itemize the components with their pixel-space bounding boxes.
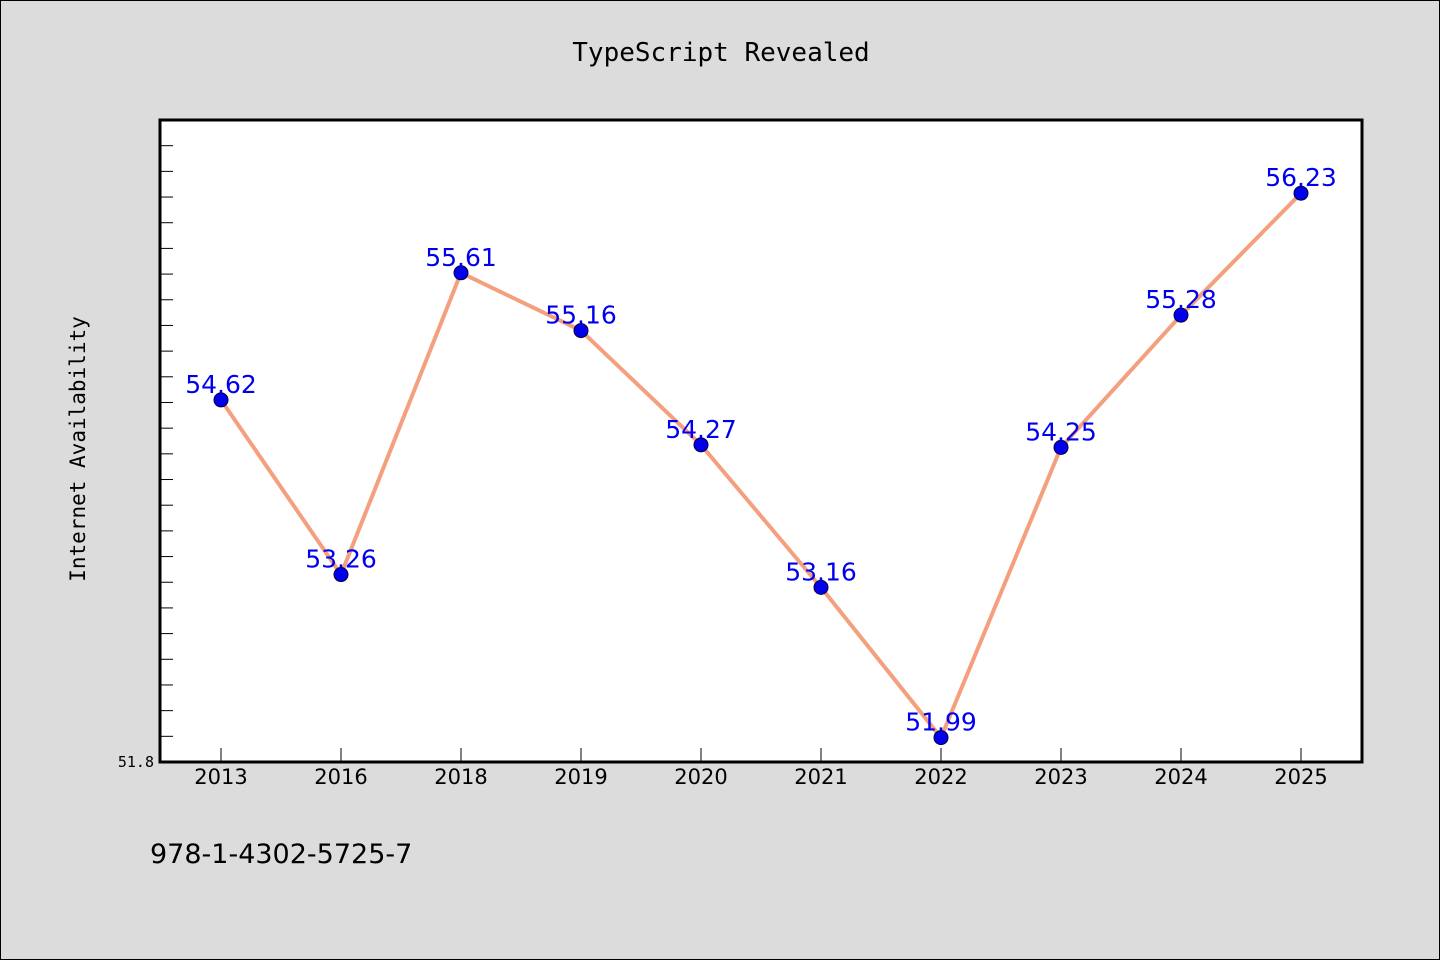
y-axis-ticks xyxy=(160,119,173,763)
y-axis-min-label: 51.8 xyxy=(118,753,154,771)
chart-title: TypeScript Revealed xyxy=(572,38,869,68)
y-axis-label: Internet Availability xyxy=(66,316,90,582)
series-line xyxy=(219,191,1303,740)
series-layer xyxy=(213,185,1309,746)
x-tick-label: 2013 xyxy=(194,765,247,789)
x-tick-label: 2016 xyxy=(314,765,367,789)
x-axis-ticks: 2013 2016 2018 2019 2020 2021 2022 2023 2024 2025 xyxy=(194,748,1328,789)
x-tick-label: 2025 xyxy=(1274,765,1327,789)
isbn-text: 978-1-4302-5725-7 xyxy=(150,839,412,870)
data-label: 54.25 xyxy=(1025,417,1097,446)
x-tick-label: 2024 xyxy=(1154,765,1207,789)
data-label: 55.16 xyxy=(545,301,617,330)
data-point xyxy=(1293,185,1309,201)
x-tick-label: 2021 xyxy=(794,765,847,789)
x-tick-label: 2022 xyxy=(914,765,967,789)
x-tick-label: 2018 xyxy=(434,765,487,789)
data-label: 56.23 xyxy=(1265,163,1337,192)
data-label: 55.28 xyxy=(1145,285,1217,314)
data-point xyxy=(693,437,709,453)
data-label: 51.99 xyxy=(905,708,977,737)
data-point xyxy=(333,567,349,583)
data-label: 53.16 xyxy=(785,557,857,586)
data-point xyxy=(573,323,589,339)
x-tick-label: 2020 xyxy=(674,765,727,789)
data-labels-layer: 54.62 53.26 55.61 55.16 54.27 53.16 51.99 54.25… xyxy=(185,163,1337,736)
x-tick-label: 2023 xyxy=(1034,765,1087,789)
data-point xyxy=(1173,307,1189,323)
data-label: 54.27 xyxy=(665,415,737,444)
data-point xyxy=(453,265,469,281)
data-point xyxy=(1053,439,1069,455)
data-label: 53.26 xyxy=(305,545,377,574)
plot-area xyxy=(158,118,1364,764)
x-tick-label: 2019 xyxy=(554,765,607,789)
data-point xyxy=(933,730,949,746)
data-point xyxy=(213,392,229,408)
data-point xyxy=(813,579,829,595)
data-label: 55.61 xyxy=(425,243,497,272)
data-label: 54.62 xyxy=(185,370,257,399)
